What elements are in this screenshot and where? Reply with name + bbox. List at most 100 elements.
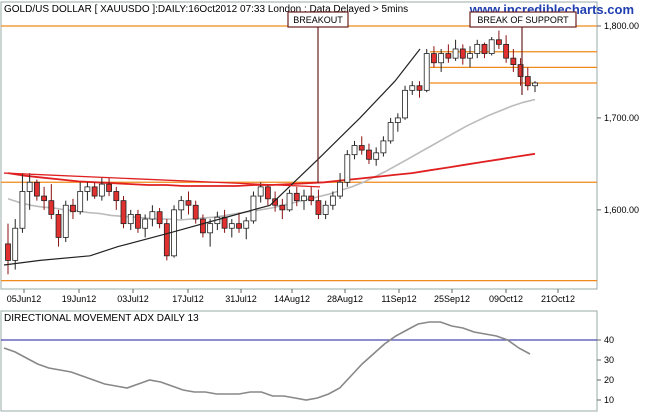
candle-body (84, 186, 91, 192)
candle-body (387, 122, 394, 142)
candle-body (293, 192, 300, 202)
candle-body (236, 223, 242, 229)
candle-body (149, 211, 156, 220)
candle-body (243, 220, 250, 229)
candle-body (178, 200, 185, 211)
candle-body (48, 200, 55, 215)
chart-title: GOLD/US DOLLAR [ XAUUSDO ]:DAILY:16Oct20… (4, 4, 408, 15)
candle-body (416, 85, 423, 91)
break-of-support-box (469, 11, 577, 28)
candle-body (366, 149, 372, 160)
candle-body (221, 216, 228, 229)
price-tick-label: 1,700.00 (604, 113, 639, 123)
price-y-ticks: 1,600.00 1,700.00 1,800.00 (597, 21, 639, 215)
candle-body (517, 64, 524, 77)
candle-body (62, 204, 69, 238)
candle-body (257, 186, 264, 197)
candle-body (41, 195, 47, 202)
candle-body (337, 181, 343, 197)
candle-body (33, 181, 40, 197)
candle-body (156, 211, 163, 225)
candle-body (98, 183, 105, 197)
candle-body (445, 53, 452, 59)
candle-body (142, 218, 149, 229)
candle-body (344, 154, 351, 183)
candle-body (496, 39, 502, 45)
candle-body (106, 183, 112, 192)
x-tick-label: 11Sep12 (381, 294, 416, 304)
candle-body (380, 140, 387, 154)
candle-body (315, 200, 322, 215)
candle-body (452, 48, 459, 59)
breakout-label: BREAKOUT (293, 15, 343, 25)
candle-body (264, 186, 271, 200)
candle-body (510, 57, 517, 65)
adx-title: DIRECTIONAL MOVEMENT ADX DAILY 13 (4, 313, 199, 324)
candlesticks (5, 30, 538, 275)
x-tick-label: 14Aug12 (274, 294, 310, 304)
candle-body (481, 43, 488, 54)
candle-body (55, 214, 62, 238)
candle-body (135, 214, 141, 229)
candle-body (70, 204, 76, 213)
candle-body (329, 195, 336, 206)
candle-body (423, 53, 430, 91)
x-tick-label: 31Jul12 (225, 294, 257, 304)
break-of-support-label: BREAK OF SUPPORT (477, 15, 569, 25)
candle-body (113, 191, 120, 202)
price-tick-label: 1,600.00 (604, 205, 639, 215)
candle-body (91, 186, 98, 197)
x-tick-label: 28Aug12 (327, 294, 363, 304)
candle-body (286, 192, 293, 211)
resistance-trendline (3, 172, 321, 188)
price-panel-frame (0, 1, 598, 290)
candle-body (409, 85, 416, 91)
x-tick-label: 17Jul12 (172, 294, 204, 304)
candle-body (308, 195, 315, 202)
adx-line (3, 321, 531, 401)
candle-body (459, 48, 466, 59)
candle-body (19, 191, 26, 229)
candle-body (301, 195, 307, 202)
candle-body (488, 39, 495, 54)
adx-panel-frame (0, 310, 598, 412)
candle-body (322, 204, 329, 215)
candle-body (26, 181, 33, 192)
candle-body (228, 223, 235, 229)
candle-body (279, 204, 286, 211)
candle-body (163, 223, 170, 257)
price-tick-label: 1,800.00 (604, 21, 639, 31)
candle-body (373, 152, 380, 160)
candle-body (394, 117, 401, 123)
x-tick-label: 21Oct12 (541, 294, 575, 304)
candle-body (402, 89, 408, 119)
candle-body (467, 53, 473, 59)
candle-body (5, 243, 11, 261)
x-tick-label: 05Jun12 (7, 294, 42, 304)
x-tick-label: 25Sep12 (434, 294, 470, 304)
moving-average-short (7, 98, 536, 221)
candle-body (12, 227, 19, 261)
candle-body (192, 204, 199, 220)
candle-body (120, 200, 127, 225)
candle-body (431, 53, 437, 64)
candle-body (77, 191, 84, 213)
candle-body (127, 214, 134, 225)
adx-tick-label: 30 (604, 355, 614, 365)
support-trendline (3, 48, 421, 266)
trendlines (3, 48, 421, 266)
annotation-break-of-support: BREAK OF SUPPORT (469, 11, 577, 95)
adx-indicator (1, 321, 597, 401)
candle-body (358, 145, 365, 151)
candle-body (532, 82, 538, 87)
candle-body (200, 218, 206, 234)
candle-body (250, 195, 257, 222)
candle-body (207, 223, 214, 234)
candle-body (171, 209, 177, 257)
candle-body (474, 43, 481, 54)
candle-body (524, 76, 531, 87)
x-tick-label: 19Jun12 (62, 294, 97, 304)
x-ticks: 05Jun12 19Jun12 03Jul12 17Jul12 31Jul12 14Aug… (7, 289, 575, 304)
